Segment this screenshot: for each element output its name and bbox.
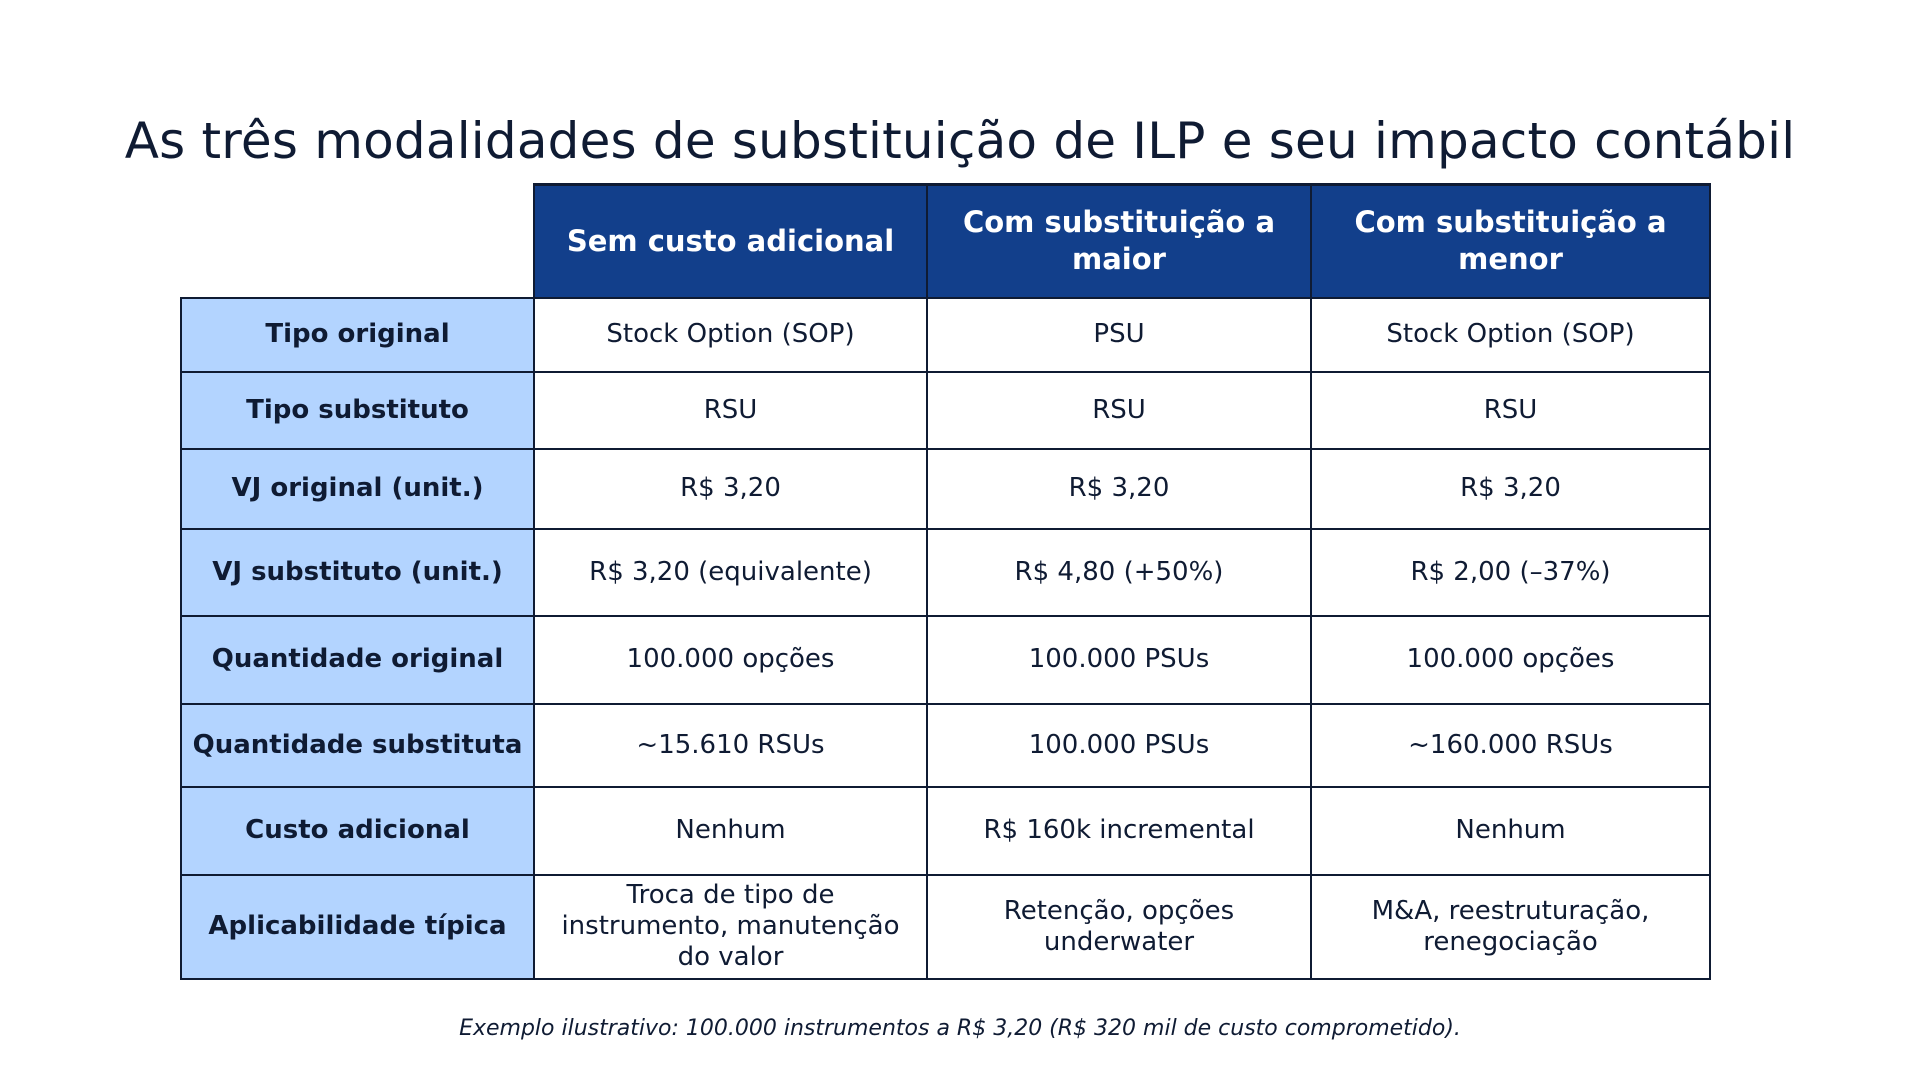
table-cell: M&A, reestruturação, renegociação — [1310, 873, 1711, 980]
table-row: VJ original (unit.) R$ 3,20 R$ 3,20 R$ 3… — [180, 447, 1711, 530]
table-cell: R$ 4,80 (+50%) — [926, 527, 1312, 617]
table-cell: R$ 160k incremental — [926, 785, 1312, 876]
table-row: Tipo substituto RSU RSU RSU — [180, 370, 1711, 450]
page-title: As três modalidades de substituição de I… — [124, 111, 1796, 170]
table-cell: 100.000 opções — [533, 614, 928, 705]
table-row: Custo adicional Nenhum R$ 160k increment… — [180, 785, 1711, 876]
table-corner — [181, 184, 535, 299]
column-header: Com substituição a maior — [926, 183, 1312, 299]
table-cell: PSU — [926, 296, 1312, 373]
table-cell: 100.000 opções — [1310, 614, 1711, 705]
table-cell: RSU — [926, 370, 1312, 450]
table-cell: ~160.000 RSUs — [1310, 702, 1711, 788]
table-cell: R$ 3,20 — [1310, 447, 1711, 530]
row-label: Tipo substituto — [180, 370, 535, 450]
row-label: Quantidade original — [180, 614, 535, 705]
table-cell: R$ 3,20 (equivalente) — [533, 527, 928, 617]
row-label: VJ substituto (unit.) — [180, 527, 535, 617]
table-row: Tipo original Stock Option (SOP) PSU Sto… — [180, 296, 1711, 373]
table-row: VJ substituto (unit.) R$ 3,20 (equivalen… — [180, 527, 1711, 617]
table-cell: R$ 3,20 — [533, 447, 928, 530]
table-cell: Stock Option (SOP) — [1310, 296, 1711, 373]
comparison-table: Sem custo adicional Com substituição a m… — [180, 183, 1711, 980]
column-header: Com substituição a menor — [1310, 183, 1711, 299]
column-header: Sem custo adicional — [533, 183, 928, 299]
table-cell: R$ 2,00 (–37%) — [1310, 527, 1711, 617]
row-label: Quantidade substituta — [180, 702, 535, 788]
table-cell: 100.000 PSUs — [926, 702, 1312, 788]
footnote: Exemplo ilustrativo: 100.000 instrumento… — [459, 1016, 1461, 1041]
table-cell: RSU — [533, 370, 928, 450]
row-label: Tipo original — [180, 296, 535, 373]
table-cell: Stock Option (SOP) — [533, 296, 928, 373]
table-cell: Nenhum — [533, 785, 928, 876]
table-cell: RSU — [1310, 370, 1711, 450]
table-row: Quantidade original 100.000 opções 100.0… — [180, 614, 1711, 705]
row-label: Custo adicional — [180, 785, 535, 876]
row-label: Aplicabilidade típica — [180, 873, 535, 980]
table-cell: R$ 3,20 — [926, 447, 1312, 530]
table-cell: Troca de tipo de instrumento, manutenção… — [533, 873, 928, 980]
table-header-row: Sem custo adicional Com substituição a m… — [181, 183, 1711, 299]
row-label: VJ original (unit.) — [180, 447, 535, 530]
table-row: Aplicabilidade típica Troca de tipo de i… — [180, 873, 1711, 980]
table-row: Quantidade substituta ~15.610 RSUs 100.0… — [180, 702, 1711, 788]
table-cell: Retenção, opções underwater — [926, 873, 1312, 980]
table-cell: Nenhum — [1310, 785, 1711, 876]
table-cell: 100.000 PSUs — [926, 614, 1312, 705]
table-cell: ~15.610 RSUs — [533, 702, 928, 788]
